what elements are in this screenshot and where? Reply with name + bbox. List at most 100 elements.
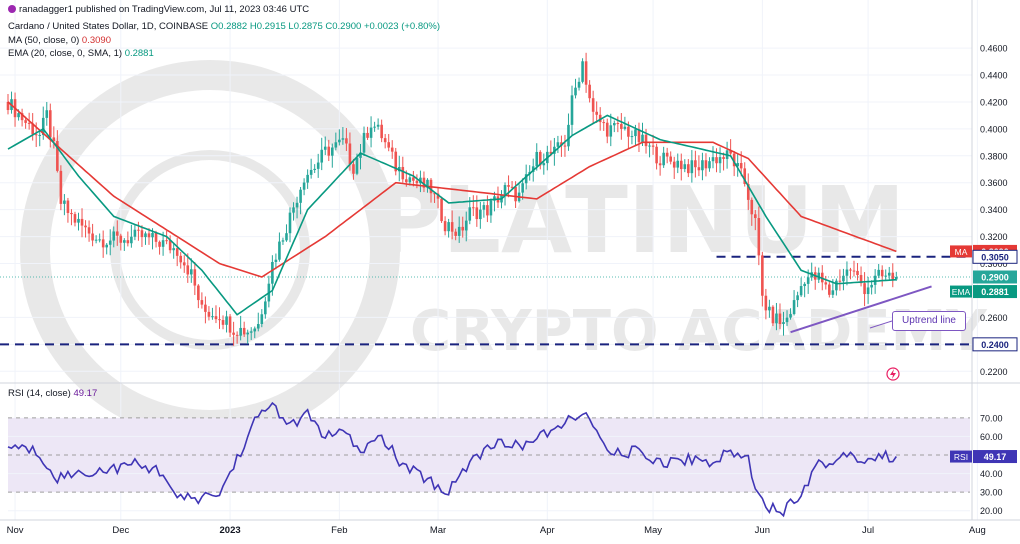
candle [630, 130, 634, 145]
candle-body [168, 240, 172, 251]
rsi-tick-label: 60.00 [980, 432, 1003, 442]
candle [595, 101, 598, 123]
candle-body [190, 269, 193, 275]
candle [6, 93, 10, 115]
candle [838, 269, 842, 291]
candle-body [672, 161, 676, 168]
candle-body [415, 180, 419, 184]
candle-body [560, 142, 563, 146]
candle [761, 251, 764, 307]
candle [535, 143, 539, 171]
candle [556, 135, 560, 154]
candle-body [538, 151, 542, 166]
candle-body [211, 316, 214, 318]
candle [538, 150, 542, 170]
candle-body [623, 126, 627, 129]
price-tick-label: 0.4600 [980, 44, 1008, 54]
candle [373, 121, 376, 132]
ma-legend[interactable]: MA (50, close, 0) 0.3090 [8, 35, 111, 46]
candle-body [852, 270, 856, 272]
candle-body [38, 134, 42, 136]
candle [285, 224, 288, 242]
candle [782, 311, 785, 336]
rsi-legend[interactable]: RSI (14, close) 49.17 [8, 388, 97, 399]
candle-body [98, 239, 101, 241]
ma-legend-value: 0.3090 [81, 35, 111, 46]
ema-legend[interactable]: EMA (20, close, 0, SMA, 1) 0.2881 [8, 48, 154, 59]
time-tick-label: Jun [755, 525, 770, 536]
candle-body [468, 207, 472, 221]
candle-body [479, 209, 482, 220]
candle [327, 139, 331, 162]
candle [891, 263, 895, 288]
candle [799, 277, 803, 297]
candle-body [697, 167, 701, 171]
time-tick-label: Jul [862, 525, 874, 536]
candle [412, 170, 415, 187]
symbol-title: Cardano / United States Dollar, 1D, COIN… [8, 21, 209, 32]
uptrend-line[interactable] [790, 285, 932, 334]
candle-body [218, 319, 221, 321]
time-tick-label: Mar [430, 525, 446, 536]
candle-body [510, 186, 514, 188]
candle-body [154, 232, 158, 242]
price-tick-label: 0.3000 [980, 259, 1008, 269]
candle [197, 284, 200, 309]
candle [602, 119, 606, 131]
candle [768, 299, 771, 318]
time-tick-label: Nov [7, 525, 24, 536]
lightning-icon[interactable] [886, 367, 900, 381]
rsi-gridlines [8, 417, 970, 512]
candle [447, 218, 450, 238]
candle-body [338, 139, 341, 143]
candle-body [264, 301, 267, 315]
candle-body [17, 113, 20, 118]
candle-body [613, 123, 616, 126]
candle [803, 282, 806, 298]
candle-body [567, 124, 570, 147]
horizontal-levels[interactable] [0, 255, 970, 346]
candle [362, 126, 366, 157]
candle-body [401, 166, 405, 180]
candle-body [80, 218, 84, 226]
candle [320, 137, 324, 171]
candle-body [679, 160, 683, 170]
candle-body [574, 87, 577, 96]
time-tick-label: Dec [112, 525, 129, 536]
candle [376, 118, 380, 130]
candle-body [835, 280, 838, 291]
candle [323, 136, 327, 156]
candle-body [887, 272, 891, 276]
rsi-tick-label: 20.00 [980, 506, 1003, 516]
candle [59, 165, 63, 211]
candle-body [151, 232, 154, 238]
candle-body [373, 126, 376, 128]
candle-body [514, 186, 517, 202]
candle [126, 231, 130, 247]
candle [147, 228, 151, 245]
candle-body [408, 177, 412, 183]
candle [683, 159, 687, 173]
candle-body [690, 160, 694, 174]
author-avatar-icon [8, 5, 16, 13]
candle-body [369, 127, 373, 138]
uptrend-callout[interactable]: Uptrend line [892, 311, 966, 331]
candle [10, 91, 13, 114]
candle [563, 134, 567, 157]
candle [581, 58, 584, 84]
candle-body [531, 166, 535, 172]
candle [302, 178, 306, 196]
watermark-line1: PLATINUM [375, 167, 905, 274]
candle-body [754, 214, 757, 219]
candle-body [334, 142, 338, 148]
candle [588, 80, 591, 103]
candle [436, 187, 440, 209]
candle-body [299, 189, 302, 203]
candle [457, 216, 461, 243]
candle [274, 253, 278, 270]
candle-body [464, 220, 468, 231]
candle-body [856, 270, 859, 276]
candle-body [507, 185, 510, 187]
symbol-line[interactable]: Cardano / United States Dollar, 1D, COIN… [8, 21, 440, 32]
